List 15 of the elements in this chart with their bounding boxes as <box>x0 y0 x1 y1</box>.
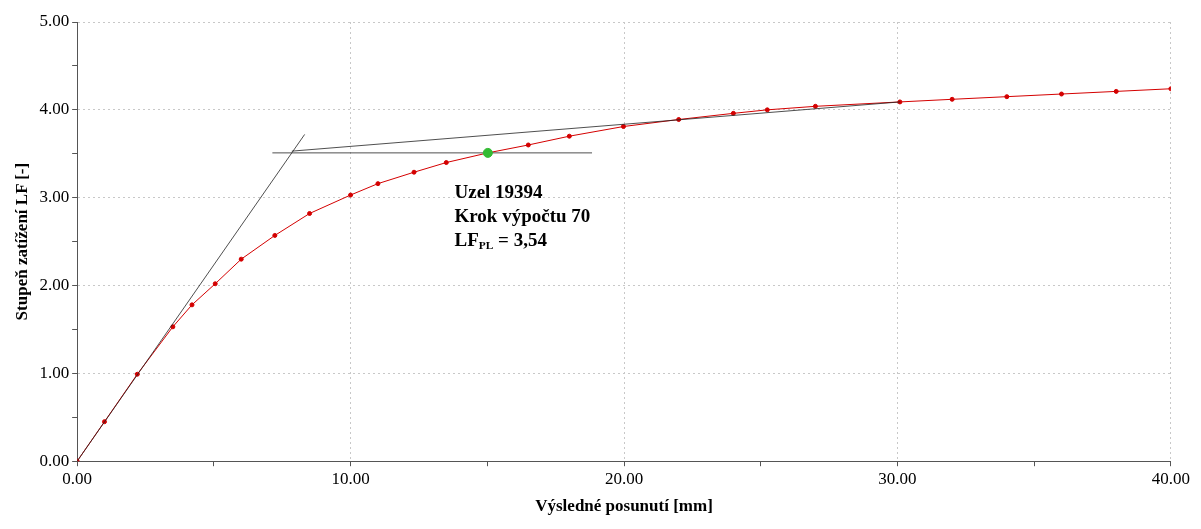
y-tick-label: 0.00 <box>39 450 70 470</box>
y-tick-label: 3.00 <box>39 187 70 207</box>
x-tick-label: 30.00 <box>878 468 917 488</box>
y-tick-label: 1.00 <box>39 362 70 382</box>
x-tick-label: 20.00 <box>604 468 644 488</box>
x-tick-label: 10.00 <box>331 468 370 488</box>
y-tick-label: 5.00 <box>39 11 70 31</box>
x-tick-label: 40.00 <box>1151 468 1190 488</box>
y-tick-label: 4.00 <box>39 99 70 119</box>
annotation: Krok výpočtu 70 <box>454 204 591 226</box>
y-axis-title: Stupeň zatížení LF [-] <box>11 162 31 321</box>
annotation: Uzel 19394 <box>454 180 544 202</box>
x-tick-label: 0.00 <box>62 468 93 488</box>
y-tick-label: 2.00 <box>39 274 70 294</box>
x-axis-title: Výsledné posunutí [mm] <box>535 496 713 516</box>
